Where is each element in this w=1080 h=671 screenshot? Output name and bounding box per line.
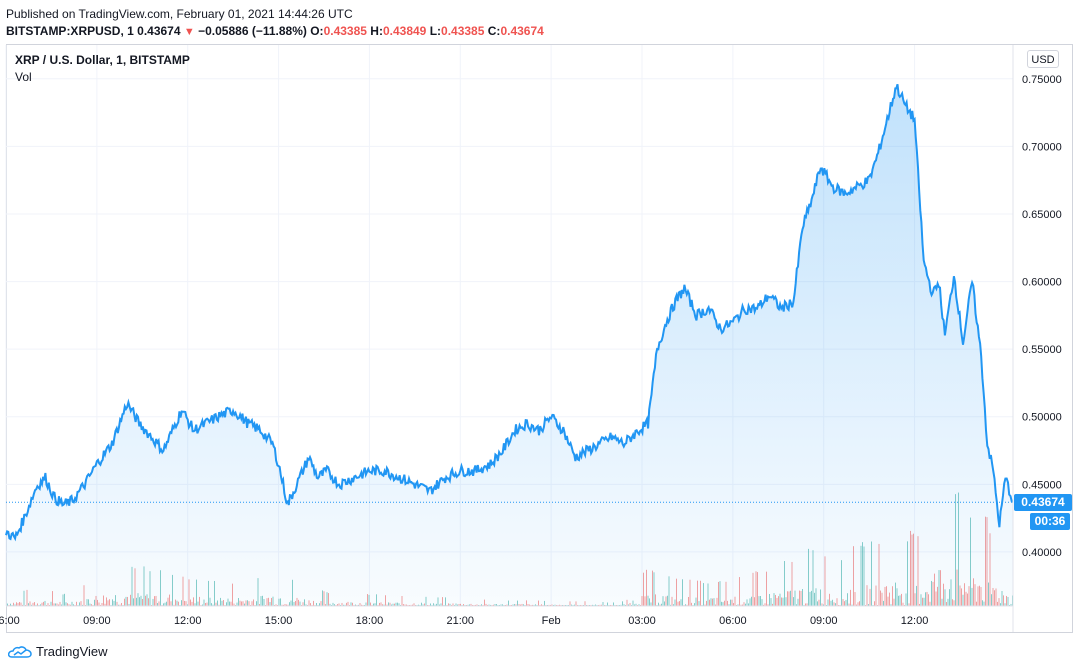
current-price-tag: 0.43674 bbox=[1014, 493, 1072, 511]
x-tick-label: 21:00 bbox=[447, 615, 475, 627]
x-tick-label: 03:00 bbox=[628, 615, 656, 627]
x-tick-label: 12:00 bbox=[174, 615, 202, 627]
footer-brand-label: TradingView bbox=[36, 644, 108, 659]
y-tick-label: 0.65000 bbox=[1022, 209, 1062, 221]
x-axis: 06:00 09:00 12:00 15:00 18:00 21:00 Feb 03:00 06… bbox=[0, 615, 928, 627]
x-tick-label: Feb bbox=[542, 615, 561, 627]
y-tick-label: 0.50000 bbox=[1022, 412, 1062, 424]
down-arrow-icon: ▼ bbox=[183, 26, 195, 38]
y-tick-label: 0.60000 bbox=[1022, 277, 1062, 289]
y-tick-label: 0.70000 bbox=[1022, 141, 1062, 153]
x-tick-label: 09:00 bbox=[83, 615, 111, 627]
series-title: XRP / U.S. Dollar, 1, BITSTAMP bbox=[15, 53, 190, 67]
x-tick-label: 18:00 bbox=[356, 615, 384, 627]
y-axis: 0.40000 0.45000 0.50000 0.55000 0.60000 0.650… bbox=[1022, 74, 1062, 559]
high-label: H: bbox=[370, 24, 383, 38]
y-tick-label: 0.40000 bbox=[1022, 547, 1062, 559]
high-value: 0.43849 bbox=[382, 24, 427, 38]
y-tick-label: 0.75000 bbox=[1022, 74, 1062, 86]
open-value: 0.43385 bbox=[323, 24, 367, 38]
symbol-label: BITSTAMP:XRPUSD, 1 bbox=[6, 24, 134, 38]
last-price: 0.43674 bbox=[137, 24, 181, 38]
tradingview-logo-icon bbox=[8, 645, 32, 658]
price-area-fill bbox=[6, 84, 1013, 606]
x-tick-label: 06:00 bbox=[0, 615, 20, 627]
x-tick-label: 06:00 bbox=[719, 615, 747, 627]
volume-label: Vol bbox=[15, 70, 32, 84]
y-tick-label: 0.45000 bbox=[1022, 479, 1062, 491]
x-tick-label: 09:00 bbox=[810, 615, 838, 627]
footer-brand[interactable]: TradingView bbox=[8, 644, 108, 659]
price-line bbox=[5, 83, 1014, 542]
low-value: 0.43385 bbox=[441, 24, 485, 38]
low-label: L: bbox=[429, 24, 442, 38]
chart-header: Published on TradingView.com, February 0… bbox=[6, 6, 544, 41]
open-label: O: bbox=[310, 24, 324, 38]
y-tick-label: 0.55000 bbox=[1022, 344, 1062, 356]
x-tick-label: 12:00 bbox=[901, 615, 929, 627]
change-value: −0.05886 (−11.88%) bbox=[198, 24, 307, 38]
close-value: 0.43674 bbox=[500, 24, 544, 38]
published-line: Published on TradingView.com, February 0… bbox=[6, 7, 353, 21]
close-label: C: bbox=[487, 24, 501, 38]
ohlc-line: BITSTAMP:XRPUSD, 1 0.43674 ▼ −0.05886 (−… bbox=[6, 23, 544, 41]
currency-button[interactable]: USD bbox=[1027, 50, 1059, 68]
x-tick-label: 15:00 bbox=[265, 615, 293, 627]
countdown-tag: 00:36 bbox=[1030, 513, 1070, 531]
